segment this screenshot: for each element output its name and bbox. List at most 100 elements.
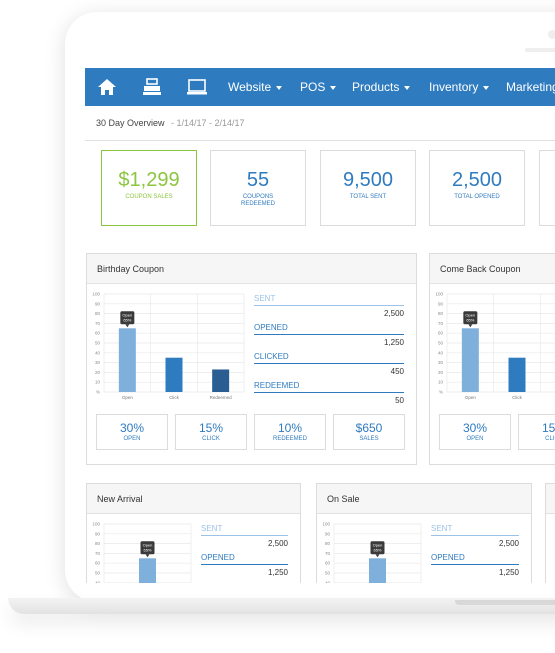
metric-value: 450 <box>390 367 404 376</box>
y-tick-label: 80 <box>438 311 444 316</box>
stat-label: COUPONS REDEEMED <box>240 194 275 207</box>
overview-title: 30 Day Overview <box>96 118 165 128</box>
summary-box: 30% OPEN <box>439 414 511 450</box>
tooltip <box>370 541 385 555</box>
tooltip <box>463 311 478 325</box>
nav-item[interactable]: Marketing <box>506 80 555 94</box>
tooltip-label: 65% <box>466 317 474 322</box>
y-tick-label: 60 <box>95 331 101 336</box>
y-tick-label: 60 <box>325 561 331 566</box>
x-tick-label: Click <box>169 395 179 400</box>
bar-chart: %102030405060708090100OpenOpen65% <box>322 522 422 583</box>
stat-card: 2,500 TOTAL OPENED <box>429 150 525 226</box>
register-icon[interactable] <box>142 78 162 96</box>
caret <box>404 86 410 90</box>
metric-rule <box>254 363 404 364</box>
metric-value: 1,250 <box>383 338 404 347</box>
laptop-base <box>8 598 555 614</box>
y-tick-label: 70 <box>95 551 101 556</box>
y-tick-label: 90 <box>438 301 444 306</box>
panel-header: On Sale <box>317 484 531 514</box>
tooltip-label: 65% <box>123 317 131 322</box>
y-tick-label: 40 <box>95 580 101 583</box>
y-tick-label: 20 <box>438 370 444 375</box>
tooltip-label: 65% <box>373 547 381 552</box>
y-tick-label: % <box>96 390 100 395</box>
y-tick-label: 60 <box>438 331 444 336</box>
laptop-notch <box>455 600 555 605</box>
x-tick-label: Open <box>122 395 134 400</box>
summary-value: 10% <box>277 421 303 435</box>
metric-rule <box>254 305 404 306</box>
bar <box>212 369 230 392</box>
y-tick-label: 50 <box>95 341 101 346</box>
metric-label: SENT <box>254 294 276 303</box>
bar-chart: %102030405060708090100OpenOpen65% <box>92 522 192 583</box>
nav-bar: Website POS Products Inventory Marketing <box>85 68 555 106</box>
home-icon[interactable] <box>97 78 117 96</box>
panel: Birthday Coupon% 10 20 30 40 50 60 70 80 90 100 Ope… <box>86 253 417 465</box>
nav-item[interactable]: POS <box>300 80 326 94</box>
metric-value: 2,500 <box>498 539 519 548</box>
y-tick-label: 30 <box>438 360 444 365</box>
stat-value: 55 <box>246 169 270 191</box>
tooltip-pointer <box>145 554 150 558</box>
panel: On Sale%102030405060708090100OpenOpen65%… <box>316 483 532 583</box>
metric-rule <box>254 392 404 393</box>
y-tick-label: 90 <box>95 531 101 536</box>
bar <box>369 558 386 583</box>
computer-icon[interactable] <box>186 78 208 96</box>
bar <box>508 357 526 392</box>
y-tick-label: 90 <box>325 531 331 536</box>
metric-label: REDEEMED <box>254 381 300 390</box>
summary-value: 30% <box>462 421 488 435</box>
caret <box>330 86 336 90</box>
metric-label: OPENED <box>201 553 235 562</box>
tooltip-pointer <box>468 324 473 328</box>
tooltip <box>120 311 135 325</box>
nav-item[interactable]: Inventory <box>429 80 479 94</box>
x-tick-label: Open <box>465 395 477 400</box>
panel-header: Birthday Coupon <box>87 254 416 284</box>
stat-card: 55 COUPONS REDEEMED <box>210 150 306 226</box>
tooltip-pointer <box>125 324 130 328</box>
y-tick-label: 70 <box>95 321 101 326</box>
y-tick-label: 100 <box>92 522 100 527</box>
nav-item[interactable]: Products <box>352 80 400 94</box>
metric-label: SENT <box>431 524 453 533</box>
camera <box>548 30 555 39</box>
tooltip-title: Open <box>143 542 153 547</box>
summary-label: OPEN <box>123 436 141 442</box>
speaker <box>525 48 555 52</box>
stat-value: 9,500 <box>342 169 394 191</box>
metric-rule <box>254 334 404 335</box>
overview-date-range: - 1/14/17 - 2/14/17 <box>171 118 245 128</box>
metric-rule <box>431 535 519 536</box>
stat-card <box>539 150 555 226</box>
summary-box: 30% OPEN <box>96 414 168 450</box>
y-tick-label: 40 <box>95 350 101 355</box>
panel-title: Come Back Coupon <box>440 264 521 274</box>
tooltip-title: Open <box>122 312 132 317</box>
y-tick-label: 100 <box>435 292 443 297</box>
y-tick-label: 70 <box>325 551 331 556</box>
panel-title: Birthday Coupon <box>97 264 165 274</box>
metric-value: 2,500 <box>383 309 404 318</box>
summary-value: $650 <box>355 421 383 435</box>
panel-header: Come Back Coupon <box>430 254 555 284</box>
bar <box>461 328 479 392</box>
bar <box>165 357 183 392</box>
x-tick-label: Redeemed <box>210 395 233 400</box>
y-tick-label: 80 <box>95 311 101 316</box>
nav-item[interactable]: Website <box>228 80 272 94</box>
metric-label: OPENED <box>254 323 288 332</box>
bar <box>139 558 156 583</box>
bar-chart: % 10 20 30 40 50 60 70 80 90 100 Open Click Redeemed O… <box>92 292 245 400</box>
panel: New Arrival%102030405060708090100OpenOpe… <box>86 483 301 583</box>
x-tick-label: Click <box>512 395 522 400</box>
metric-value: 1,250 <box>498 568 519 577</box>
tooltip-label: 65% <box>143 547 151 552</box>
tooltip-title: Open <box>373 542 383 547</box>
